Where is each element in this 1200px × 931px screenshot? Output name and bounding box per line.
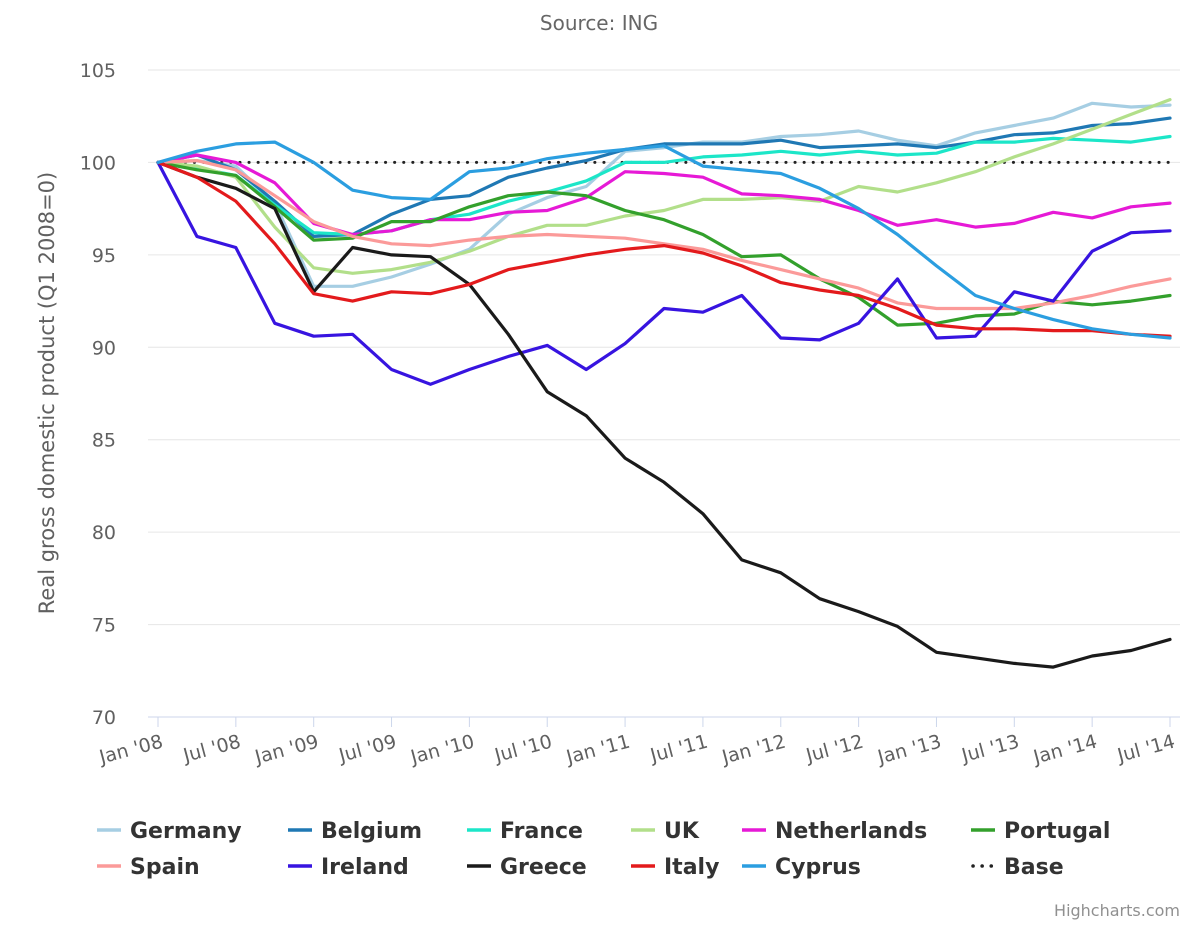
legend-item-france[interactable]: France — [467, 819, 583, 844]
y-tick-label: 95 — [92, 245, 116, 267]
legend-item-portugal[interactable]: Portugal — [971, 819, 1110, 844]
legend-item-ireland[interactable]: Ireland — [288, 855, 409, 880]
y-axis-title: Real gross domestic product (Q1 2008=0) — [35, 172, 59, 614]
y-tick-label: 105 — [80, 60, 116, 82]
legend-label: Belgium — [321, 819, 422, 844]
legend-label: Ireland — [321, 855, 409, 880]
legend-item-belgium[interactable]: Belgium — [288, 819, 422, 844]
y-tick-label: 70 — [92, 707, 116, 729]
series-line-uk[interactable] — [156, 97, 1172, 275]
y-axis-tick-labels: 70 75 80 85 90 95 100 105 — [80, 60, 116, 729]
legend-item-italy[interactable]: Italy — [631, 855, 719, 880]
series-line-portugal[interactable] — [156, 160, 1172, 327]
legend-label: Cyprus — [775, 855, 861, 880]
legend-label: Germany — [130, 819, 242, 844]
series-line-cyprus[interactable] — [156, 140, 1172, 340]
series-lines — [156, 97, 1172, 669]
y-tick-label: 80 — [92, 522, 116, 544]
series-line-belgium[interactable] — [156, 116, 1172, 238]
legend-item-spain[interactable]: Spain — [97, 855, 200, 880]
series-line-italy[interactable] — [156, 160, 1172, 338]
legend-label: Spain — [130, 855, 200, 880]
legend-label: Italy — [664, 855, 719, 880]
legend-item-uk[interactable]: UK — [631, 819, 700, 844]
legend-label: UK — [664, 819, 700, 844]
y-tick-label: 85 — [92, 430, 116, 452]
legend-label: Greece — [500, 855, 587, 880]
legend-label: France — [500, 819, 583, 844]
series-line-ireland[interactable] — [156, 160, 1172, 386]
legend-label: Portugal — [1004, 819, 1110, 844]
legend-label: Base — [1004, 855, 1064, 880]
y-tick-label: 75 — [92, 615, 116, 637]
legend-item-germany[interactable]: Germany — [97, 819, 242, 844]
series-line-france[interactable] — [156, 134, 1172, 237]
y-tick-label: 90 — [92, 337, 116, 359]
legend-item-base[interactable]: Base — [971, 855, 1064, 880]
credits-link[interactable]: Highcharts.com — [1054, 901, 1180, 920]
legend-item-netherlands[interactable]: Netherlands — [742, 819, 927, 844]
y-tick-label: 100 — [80, 152, 116, 174]
legend: Germany Belgium France UK Netherlands Portuga… — [97, 819, 1110, 880]
legend-item-greece[interactable]: Greece — [467, 855, 587, 880]
series-line-greece[interactable] — [156, 160, 1172, 669]
legend-label: Netherlands — [775, 819, 927, 844]
chart-subtitle: Source: ING — [540, 11, 658, 35]
legend-item-cyprus[interactable]: Cyprus — [742, 855, 861, 880]
